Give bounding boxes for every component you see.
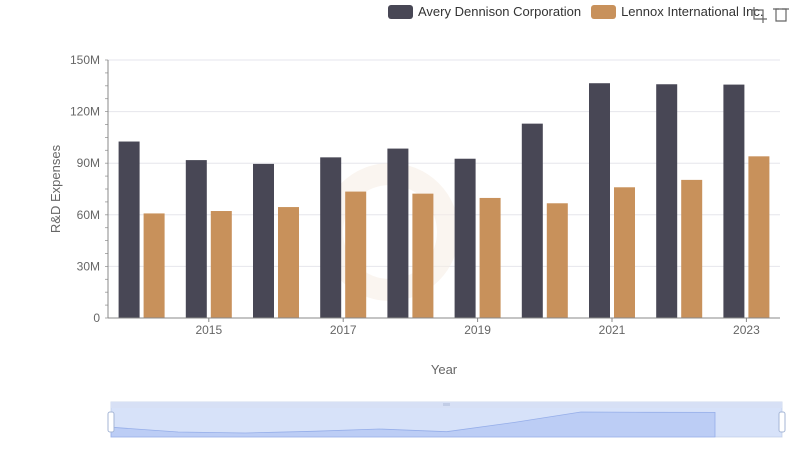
bar xyxy=(345,192,366,318)
chart-toolbar xyxy=(746,6,790,24)
bar xyxy=(412,194,433,318)
legend-label: Lennox International Inc. xyxy=(621,4,763,19)
legend-swatch xyxy=(591,5,616,19)
bar xyxy=(455,159,476,318)
data-zoom-handle-left[interactable] xyxy=(108,412,114,432)
bar xyxy=(681,180,702,318)
data-zoom-selection[interactable] xyxy=(111,408,782,437)
bar xyxy=(614,187,635,318)
bar xyxy=(387,149,408,318)
restore-icon[interactable] xyxy=(772,6,790,24)
y-tick-label: 120M xyxy=(70,105,100,119)
x-tick-label: 2017 xyxy=(330,323,357,337)
bar xyxy=(186,160,207,318)
x-tick-label: 2019 xyxy=(464,323,491,337)
x-tick-label: 2023 xyxy=(733,323,760,337)
bar xyxy=(480,198,501,318)
legend-item-lennox[interactable]: Lennox International Inc. xyxy=(591,4,763,19)
y-tick-label: 150M xyxy=(70,53,100,67)
bar xyxy=(589,83,610,318)
y-tick-label: 60M xyxy=(77,208,100,222)
bar xyxy=(723,85,744,318)
data-zoom-move-grip[interactable] xyxy=(443,403,450,406)
legend-label: Avery Dennison Corporation xyxy=(418,4,581,19)
legend: Avery Dennison Corporation Lennox Intern… xyxy=(388,4,773,19)
y-tick-label: 90M xyxy=(77,156,100,170)
x-tick-labels: 2015 2017 2019 2021 2023 xyxy=(195,323,760,337)
x-tick-label: 2021 xyxy=(599,323,626,337)
x-axis-title: Year xyxy=(431,362,458,377)
data-zoom-slider[interactable] xyxy=(108,402,785,437)
legend-swatch xyxy=(388,5,413,19)
x-tick-label: 2015 xyxy=(195,323,222,337)
bar xyxy=(253,164,274,318)
y-tick-label: 30M xyxy=(77,259,100,273)
bar xyxy=(211,211,232,318)
bar xyxy=(144,213,165,318)
bar xyxy=(119,142,140,318)
bar xyxy=(656,84,677,318)
bar xyxy=(522,124,543,318)
y-axis-title: R&D Expenses xyxy=(48,144,63,233)
data-zoom-handle-right[interactable] xyxy=(779,412,785,432)
y-tick-label: 0 xyxy=(93,311,100,325)
bar xyxy=(748,156,769,318)
bar xyxy=(320,157,341,318)
legend-item-avery-dennison[interactable]: Avery Dennison Corporation xyxy=(388,4,581,19)
y-tick-labels: 0 30M 60M 90M 120M 150M xyxy=(70,53,100,325)
bar xyxy=(547,203,568,318)
bar xyxy=(278,207,299,318)
crop-icon[interactable] xyxy=(750,6,768,24)
